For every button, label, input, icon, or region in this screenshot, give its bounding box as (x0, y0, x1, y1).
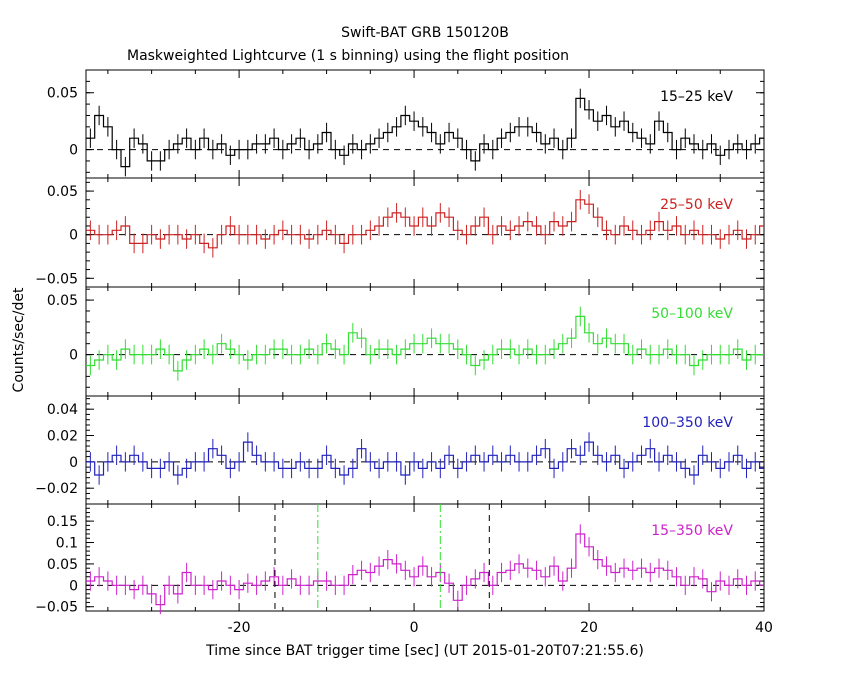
panel-frame (85, 177, 765, 288)
x-tick-label: 0 (410, 620, 419, 636)
panel-0: 0 0.05 15–25 keV (47, 69, 765, 179)
x-tick-label: 20 (580, 620, 598, 636)
x-tick-label: -20 (228, 620, 251, 636)
series-line (86, 97, 764, 168)
y-tick-label: 0.05 (47, 86, 78, 102)
band-label: 25–50 keV (660, 197, 733, 213)
series-line (86, 315, 764, 372)
band-label: 15–25 keV (660, 89, 733, 105)
x-axis-label: Time since BAT trigger time [sec] (UT 20… (205, 643, 644, 659)
y-axis-label: Counts/sec/det (11, 287, 27, 392)
y-tick-label: −0.05 (35, 271, 78, 287)
y-tick-label: −0.02 (35, 481, 78, 497)
y-tick-label: −0.05 (35, 600, 78, 616)
y-tick-label: 0 (69, 455, 78, 471)
y-tick-label: 0.15 (47, 514, 78, 530)
series-line (86, 441, 764, 476)
y-tick-label: 0.05 (47, 293, 78, 309)
panel-2: 0 0.05 50–100 keV (47, 286, 765, 397)
y-tick-label: 0.1 (56, 536, 78, 552)
panels-group: 0 0.05 15–25 keV −0.05 0 0.05 25–50 keV 0 0.05 50… (35, 69, 773, 636)
panel-frame (85, 503, 765, 612)
panel-frame (85, 286, 765, 397)
y-tick-label: 0.02 (47, 429, 78, 445)
band-label: 50–100 keV (651, 306, 733, 322)
x-tick-label: 40 (755, 620, 773, 636)
y-tick-label: 0 (69, 348, 78, 364)
y-tick-label: 0.05 (47, 557, 78, 573)
panel-4: −0.05 0 0.05 0.1 0.15 15–350 keV -20 0 20 40 (35, 503, 773, 636)
y-tick-label: 0 (69, 228, 78, 244)
panel-frame (85, 395, 765, 505)
y-tick-label: 0 (69, 143, 78, 159)
band-label: 100–350 keV (642, 415, 733, 431)
panel-3: −0.02 0 0.02 0.04 100–350 keV (35, 395, 765, 505)
panel-1: −0.05 0 0.05 25–50 keV (35, 177, 765, 288)
series-line (86, 533, 764, 606)
panel-frame (85, 69, 765, 179)
band-label: 15–350 keV (651, 523, 733, 539)
y-tick-label: 0.05 (47, 184, 78, 200)
y-tick-label: 0.04 (47, 402, 78, 418)
y-tick-label: 0 (69, 578, 78, 594)
chart-subtitle: Maskweighted Lightcurve (1 s binning) us… (127, 48, 569, 64)
series-line (86, 199, 764, 249)
chart-title: Swift-BAT GRB 150120B (341, 25, 509, 41)
